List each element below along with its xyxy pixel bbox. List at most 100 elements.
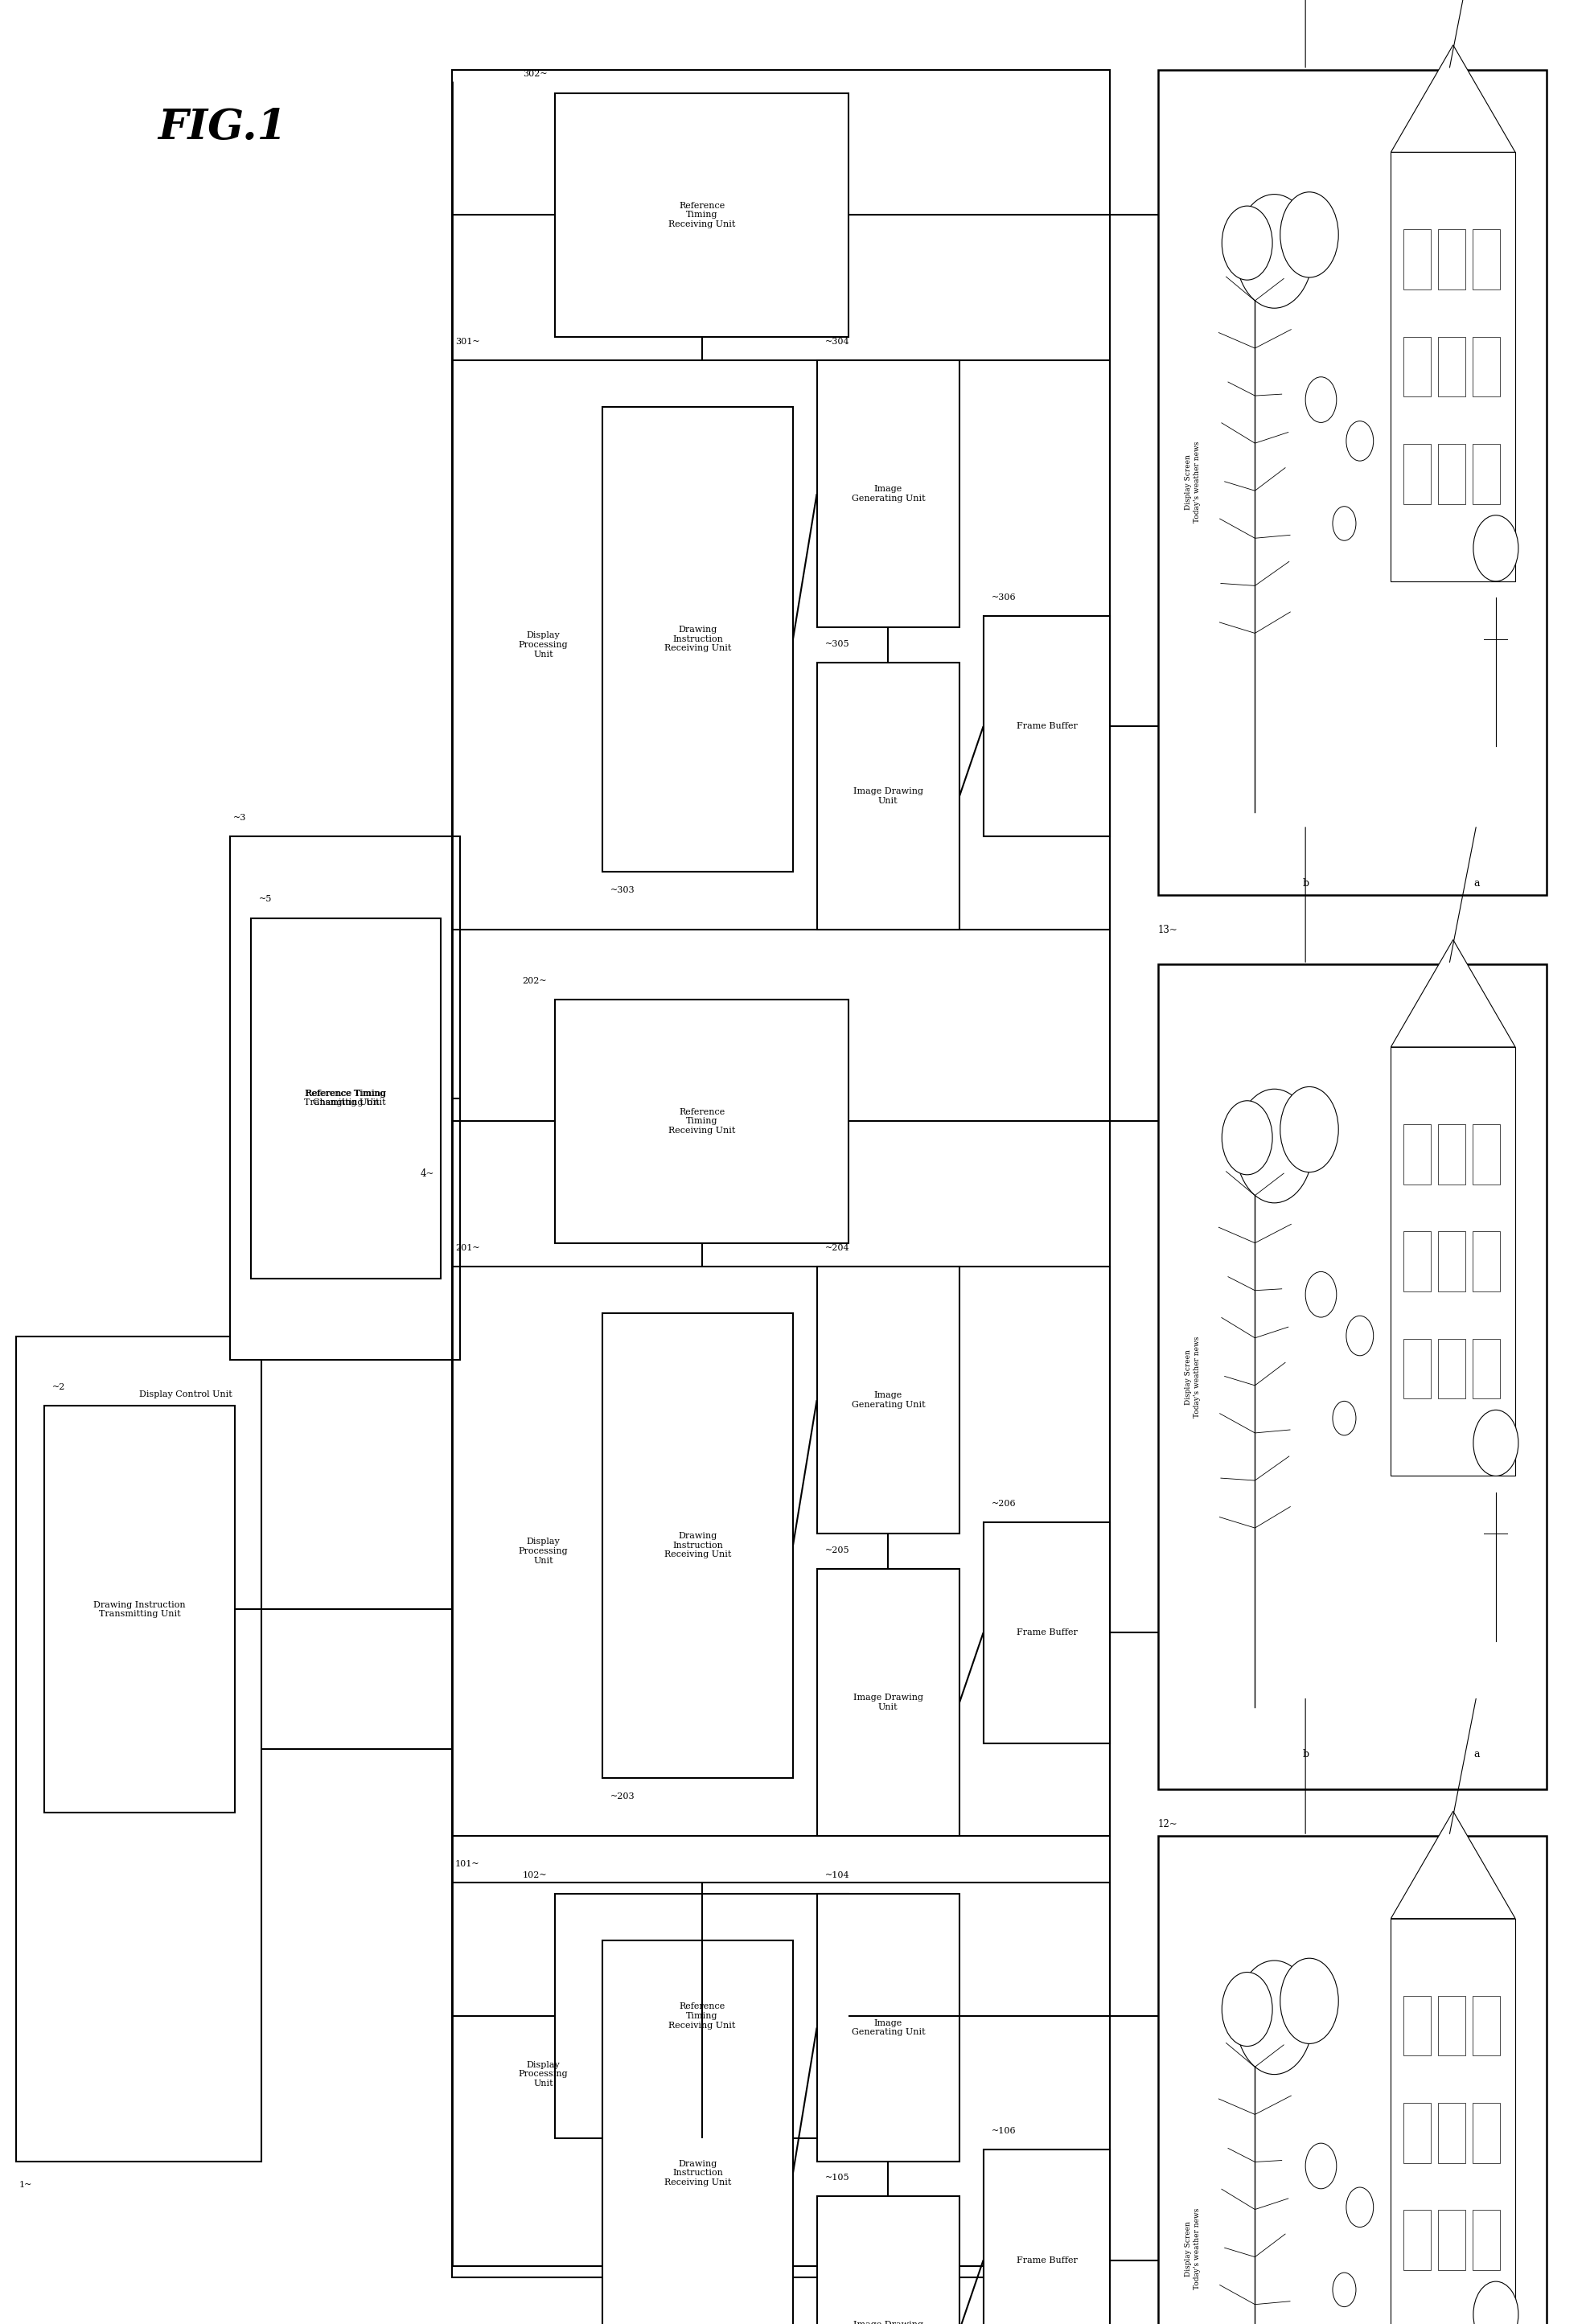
Bar bbox=[452, 360, 1110, 930]
Bar bbox=[603, 407, 793, 872]
Text: 201~: 201~ bbox=[455, 1243, 481, 1253]
Text: Display Screen
Today's weather news: Display Screen Today's weather news bbox=[1185, 1336, 1201, 1418]
Circle shape bbox=[1235, 1961, 1313, 2075]
Bar bbox=[1158, 964, 1546, 1789]
Text: 101~: 101~ bbox=[455, 1859, 481, 1868]
Text: FIG.1: FIG.1 bbox=[157, 107, 287, 149]
Circle shape bbox=[1221, 1102, 1272, 1174]
Polygon shape bbox=[1391, 939, 1515, 1046]
Bar bbox=[1439, 444, 1465, 504]
Circle shape bbox=[1305, 376, 1337, 423]
Text: ~106: ~106 bbox=[991, 2126, 1017, 2136]
Text: ~203: ~203 bbox=[611, 1792, 636, 1801]
Text: ~3: ~3 bbox=[233, 813, 246, 823]
Text: ~206: ~206 bbox=[991, 1499, 1017, 1508]
Bar bbox=[1439, 1232, 1465, 1292]
Circle shape bbox=[1347, 421, 1373, 460]
Bar bbox=[1473, 1996, 1500, 2057]
Bar bbox=[1439, 1125, 1465, 1185]
Bar bbox=[1158, 70, 1546, 895]
Bar bbox=[1391, 153, 1515, 581]
Bar bbox=[603, 1313, 793, 1778]
Text: Image Drawing
Unit: Image Drawing Unit bbox=[853, 788, 923, 804]
Bar bbox=[555, 999, 849, 1243]
Bar bbox=[555, 93, 849, 337]
Bar bbox=[1404, 2210, 1431, 2271]
Bar bbox=[817, 662, 960, 930]
Bar bbox=[983, 1522, 1110, 1743]
Bar bbox=[1473, 230, 1500, 290]
Bar bbox=[817, 1569, 960, 1836]
Text: 202~: 202~ bbox=[522, 976, 547, 985]
Bar bbox=[1404, 444, 1431, 504]
Text: Image Drawing
Unit: Image Drawing Unit bbox=[853, 2322, 923, 2324]
Text: Display Control Unit: Display Control Unit bbox=[140, 1390, 232, 1399]
Text: ~205: ~205 bbox=[825, 1545, 850, 1555]
Bar bbox=[817, 1267, 960, 1534]
Bar bbox=[1473, 2210, 1500, 2271]
Bar bbox=[1473, 1232, 1500, 1292]
Text: 13~: 13~ bbox=[1158, 925, 1178, 934]
Bar bbox=[1404, 1996, 1431, 2057]
Bar bbox=[452, 1267, 1110, 1836]
Text: Image
Generating Unit: Image Generating Unit bbox=[852, 486, 925, 502]
Bar bbox=[1439, 2103, 1465, 2164]
Text: ~304: ~304 bbox=[825, 337, 850, 346]
Bar bbox=[1473, 2103, 1500, 2164]
Circle shape bbox=[1347, 1315, 1373, 1355]
Text: Display
Processing
Unit: Display Processing Unit bbox=[519, 632, 568, 658]
Text: ~306: ~306 bbox=[991, 593, 1017, 602]
Text: Reference
Timing
Receiving Unit: Reference Timing Receiving Unit bbox=[668, 202, 736, 228]
Text: Image
Generating Unit: Image Generating Unit bbox=[852, 2020, 925, 2036]
Text: Image Drawing
Unit: Image Drawing Unit bbox=[853, 1694, 923, 1710]
Bar bbox=[1391, 1920, 1515, 2324]
Text: 302~: 302~ bbox=[522, 70, 547, 79]
Text: Frame Buffer: Frame Buffer bbox=[1017, 723, 1077, 730]
Bar bbox=[603, 1941, 793, 2324]
Text: a: a bbox=[1473, 878, 1480, 888]
Bar bbox=[983, 616, 1110, 837]
Text: a: a bbox=[1473, 1750, 1480, 1759]
Text: b: b bbox=[1302, 878, 1308, 888]
Bar bbox=[1439, 2210, 1465, 2271]
Bar bbox=[1404, 2103, 1431, 2164]
Circle shape bbox=[1473, 1411, 1518, 1476]
Bar bbox=[1473, 444, 1500, 504]
Bar bbox=[1391, 1048, 1515, 1476]
Bar bbox=[817, 2196, 960, 2324]
Text: ~2: ~2 bbox=[52, 1383, 65, 1392]
Text: Reference Timing
Changing Unit: Reference Timing Changing Unit bbox=[306, 1090, 385, 1106]
Circle shape bbox=[1332, 2273, 1356, 2308]
Bar bbox=[1404, 1125, 1431, 1185]
Polygon shape bbox=[1391, 44, 1515, 153]
Bar bbox=[1439, 337, 1465, 397]
Bar bbox=[555, 1894, 849, 2138]
Circle shape bbox=[1235, 195, 1313, 309]
Circle shape bbox=[1332, 1401, 1356, 1436]
Circle shape bbox=[1221, 1973, 1272, 2045]
Text: ~104: ~104 bbox=[825, 1871, 850, 1880]
Text: Drawing
Instruction
Receiving Unit: Drawing Instruction Receiving Unit bbox=[665, 1532, 731, 1559]
Polygon shape bbox=[1391, 1810, 1515, 1920]
Bar bbox=[1404, 230, 1431, 290]
Circle shape bbox=[1347, 2187, 1373, 2226]
Text: Drawing
Instruction
Receiving Unit: Drawing Instruction Receiving Unit bbox=[665, 625, 731, 653]
Circle shape bbox=[1473, 2282, 1518, 2324]
Bar bbox=[452, 70, 1110, 2278]
Circle shape bbox=[1473, 516, 1518, 581]
Bar bbox=[983, 2150, 1110, 2324]
Circle shape bbox=[1305, 1271, 1337, 1318]
Text: Display Screen
Today's weather news: Display Screen Today's weather news bbox=[1185, 2208, 1201, 2289]
Text: Display
Processing
Unit: Display Processing Unit bbox=[519, 2061, 568, 2087]
Text: Frame Buffer: Frame Buffer bbox=[1017, 2257, 1077, 2264]
Text: Drawing Instruction
Transmitting Unit: Drawing Instruction Transmitting Unit bbox=[94, 1601, 186, 1618]
Bar bbox=[16, 1336, 262, 2161]
Text: 102~: 102~ bbox=[522, 1871, 547, 1880]
Circle shape bbox=[1305, 2143, 1337, 2189]
Bar bbox=[817, 360, 960, 627]
Bar bbox=[251, 918, 441, 1278]
Text: Reference
Timing
Receiving Unit: Reference Timing Receiving Unit bbox=[668, 2003, 736, 2029]
Bar bbox=[44, 1406, 235, 1813]
Bar bbox=[1473, 1125, 1500, 1185]
Circle shape bbox=[1280, 1088, 1339, 1171]
